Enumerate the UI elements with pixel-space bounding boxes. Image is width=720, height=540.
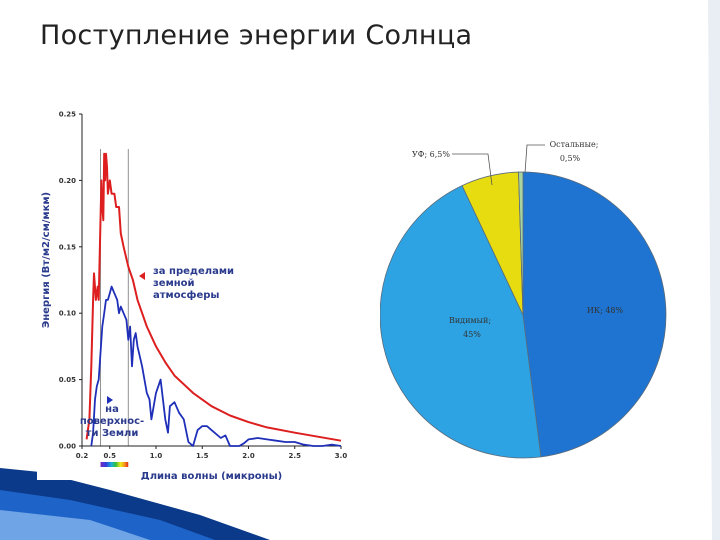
pie-slice bbox=[380, 185, 542, 459]
slide-title: Поступление энергии Солнца bbox=[40, 20, 473, 51]
annotation-text: поверхнос- bbox=[80, 416, 144, 427]
y-axis-title: Энергия (Вт/м2/см/мкм) bbox=[41, 192, 52, 328]
annotation-arrow-icon bbox=[139, 272, 145, 280]
right-edge-stripe bbox=[708, 0, 720, 540]
bottom-swoosh-light bbox=[0, 510, 150, 540]
x-tick-label: 0.5 bbox=[104, 452, 117, 460]
x-tick-label: 1.5 bbox=[196, 452, 209, 460]
annotation-text: на bbox=[105, 404, 119, 415]
pie-label-ir: ИК; 48% bbox=[587, 306, 624, 315]
y-tick-label: 0.05 bbox=[59, 376, 76, 384]
pie-label-visible: Видимый; bbox=[449, 316, 491, 325]
pie-slice bbox=[522, 171, 667, 458]
y-tick-label: 0.00 bbox=[59, 443, 76, 451]
pie-label-uv: УФ; 6,5% bbox=[412, 150, 450, 159]
series-line-outside-atmosphere bbox=[85, 152, 342, 442]
visible-spectrum-strip bbox=[100, 462, 129, 467]
annotation-text: земной bbox=[153, 278, 195, 289]
y-tick-label: 0.10 bbox=[59, 310, 76, 318]
pie-leader-uv bbox=[452, 153, 493, 186]
pie-label-visible: 45% bbox=[463, 330, 481, 339]
spectrum-chart-panel: 0.00 0.05 0.10 0.15 0.20 0.25 0.2 0.5 1.0 1.5 2.0 2… bbox=[37, 104, 353, 480]
y-tick-label: 0.25 bbox=[59, 111, 76, 119]
x-tick-label: 1.0 bbox=[150, 452, 163, 460]
y-tick-label: 0.20 bbox=[59, 177, 76, 185]
x-axis-title: Длина волны (микроны) bbox=[141, 471, 282, 480]
series-line-earth-surface bbox=[90, 285, 342, 447]
annotation-arrow-icon bbox=[107, 396, 113, 404]
energy-pie-chart: ИК; 48% Видимый; 45% УФ; 6,5% Остальные; 0,5% bbox=[380, 140, 667, 459]
x-tick-label: 2.5 bbox=[289, 452, 302, 460]
annotation-text: атмосферы bbox=[153, 289, 219, 301]
x-tick-label: 2.0 bbox=[242, 452, 255, 460]
pie-label-others: Остальные; bbox=[550, 140, 599, 149]
x-tick-label: 0.2 bbox=[76, 452, 89, 460]
pie-leader-others bbox=[524, 144, 545, 174]
pie-label-others: 0,5% bbox=[560, 154, 581, 163]
annotation-text: за пределами bbox=[153, 266, 234, 277]
spectrum-chart: 0.00 0.05 0.10 0.15 0.20 0.25 0.2 0.5 1.0 1.5 2.0 2… bbox=[41, 111, 348, 481]
x-tick-label: 3.0 bbox=[335, 452, 348, 460]
y-tick-label: 0.15 bbox=[59, 243, 76, 251]
annotation-text: ти Земли bbox=[86, 428, 139, 439]
pie-slice bbox=[518, 171, 524, 316]
